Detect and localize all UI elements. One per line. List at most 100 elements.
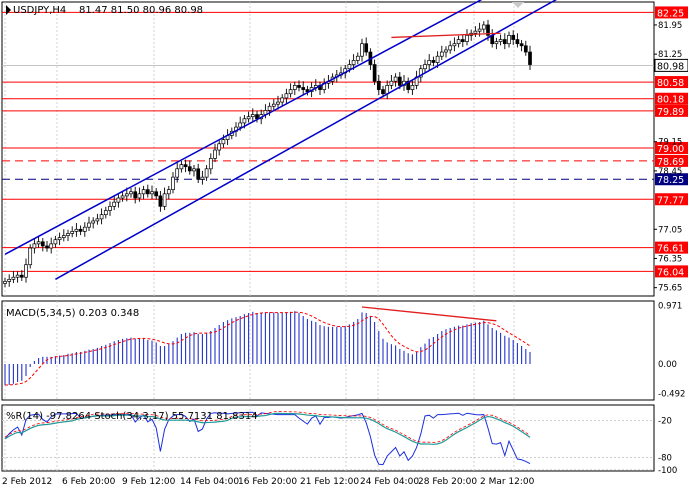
candle-body (11, 276, 16, 280)
level-label: 82.25 (657, 8, 684, 19)
candle-body (57, 237, 62, 241)
x-axis-label: 16 Feb 20:00 (238, 477, 297, 487)
candle-body (116, 197, 121, 203)
candle-body (120, 195, 125, 199)
candle-body (435, 55, 440, 63)
candle-body (452, 43, 457, 47)
candle-body (477, 28, 482, 32)
candle-body (410, 85, 415, 90)
chart-ohlc-label: 81.47 81.50 80.96 80.98 (79, 5, 203, 16)
level-label-box (655, 104, 688, 117)
candle-body (481, 24, 486, 30)
candle-body (213, 149, 217, 159)
level-label-box (655, 154, 688, 167)
symbol-marker-icon (6, 5, 11, 15)
candle-body (70, 231, 75, 234)
level-label: 78.69 (657, 157, 684, 168)
level-label: 80.18 (657, 95, 684, 106)
macd-tick-label: -0.492 (658, 390, 685, 400)
candle-body (61, 235, 66, 238)
x-axis-label: 28 Feb 20:00 (418, 477, 477, 487)
wpr-tick-label: -20 (658, 416, 672, 426)
candle-body (183, 164, 188, 168)
candle-body (267, 105, 272, 111)
candle-body (372, 64, 377, 82)
chart-symbol-label: USDJPY,H4 (13, 5, 66, 16)
candle-body (431, 60, 436, 63)
candle-body (91, 220, 96, 224)
macd-tick-label: 0.00 (658, 360, 677, 370)
level-label-box (655, 6, 688, 19)
current-price-box (654, 58, 688, 72)
candle-body (95, 218, 100, 222)
x-axis-label: 2 Mar 12:00 (480, 477, 535, 487)
candle-body (78, 228, 83, 232)
candles (3, 19, 532, 288)
candle-body (108, 205, 112, 211)
candle-body (494, 41, 499, 45)
candle-body (36, 241, 41, 245)
candle-body (376, 80, 381, 90)
candle-body (192, 168, 196, 172)
y-axis-tick-label: 81.95 (658, 21, 682, 31)
channel-lower-line (55, 0, 558, 280)
candle-body (133, 191, 138, 199)
candle-body (507, 35, 511, 45)
candle-body (523, 45, 528, 53)
candle-body (87, 222, 91, 228)
candle-body (187, 166, 192, 172)
level-label-box (655, 241, 688, 254)
macd-divergence-line (361, 306, 497, 322)
candle-body (175, 168, 180, 178)
candle-body (112, 201, 117, 207)
candle-body (473, 30, 478, 34)
candle-body (103, 210, 108, 216)
level-label: 76.61 (657, 244, 684, 255)
candle-body (301, 87, 306, 90)
candle-body (145, 189, 150, 195)
candle-body (40, 241, 45, 247)
x-axis-label: 2 Feb 2012 (2, 477, 52, 487)
candle-body (486, 24, 490, 36)
axis-labels: 2 Feb 2012 6 Feb 20:00 9 Feb 12:00 14 Feb 0… (2, 21, 685, 487)
candle-body (129, 191, 133, 195)
candle-body (74, 228, 79, 232)
candle-body (498, 39, 503, 42)
wpr-panel[interactable] (1, 404, 655, 472)
candle-body (347, 64, 352, 70)
macd-tick-label: 0.971 (658, 302, 682, 312)
current-price-label: 80.98 (657, 61, 684, 72)
candle-body (53, 239, 58, 245)
candle-body (141, 189, 146, 195)
stoch-signal-line (4, 411, 531, 443)
candle-body (246, 116, 251, 120)
candle-body (196, 168, 201, 180)
x-axis-label: 21 Feb 12:00 (300, 477, 359, 487)
level-label-box (655, 92, 688, 105)
y-axis-tick-label: 78.45 (658, 167, 682, 177)
candle-body (238, 122, 243, 128)
level-label: 76.04 (657, 267, 684, 278)
candle-body (15, 274, 20, 278)
trend-lines (4, 0, 558, 280)
candle-body (82, 226, 87, 232)
candle-body (255, 114, 259, 120)
level-label-box (655, 193, 688, 206)
candle-body (7, 278, 12, 282)
candle-body (66, 233, 70, 236)
wpr-tick-label: -80 (658, 453, 672, 463)
level-label: 77.77 (657, 195, 684, 206)
price-panel[interactable] (1, 1, 655, 297)
level-label-box (655, 76, 688, 89)
candle-body (460, 39, 465, 42)
candle-body (502, 39, 507, 45)
level-label-box (655, 265, 688, 278)
candle-body (32, 243, 37, 249)
candle-body (28, 247, 33, 266)
y-axis-tick-label: 77.05 (658, 225, 682, 235)
y-axis-tick-label: 79.15 (658, 138, 682, 148)
candle-body (406, 80, 411, 90)
macd-panel[interactable] (1, 300, 655, 401)
level-label: 79.00 (657, 144, 684, 155)
candle-body (288, 89, 293, 95)
